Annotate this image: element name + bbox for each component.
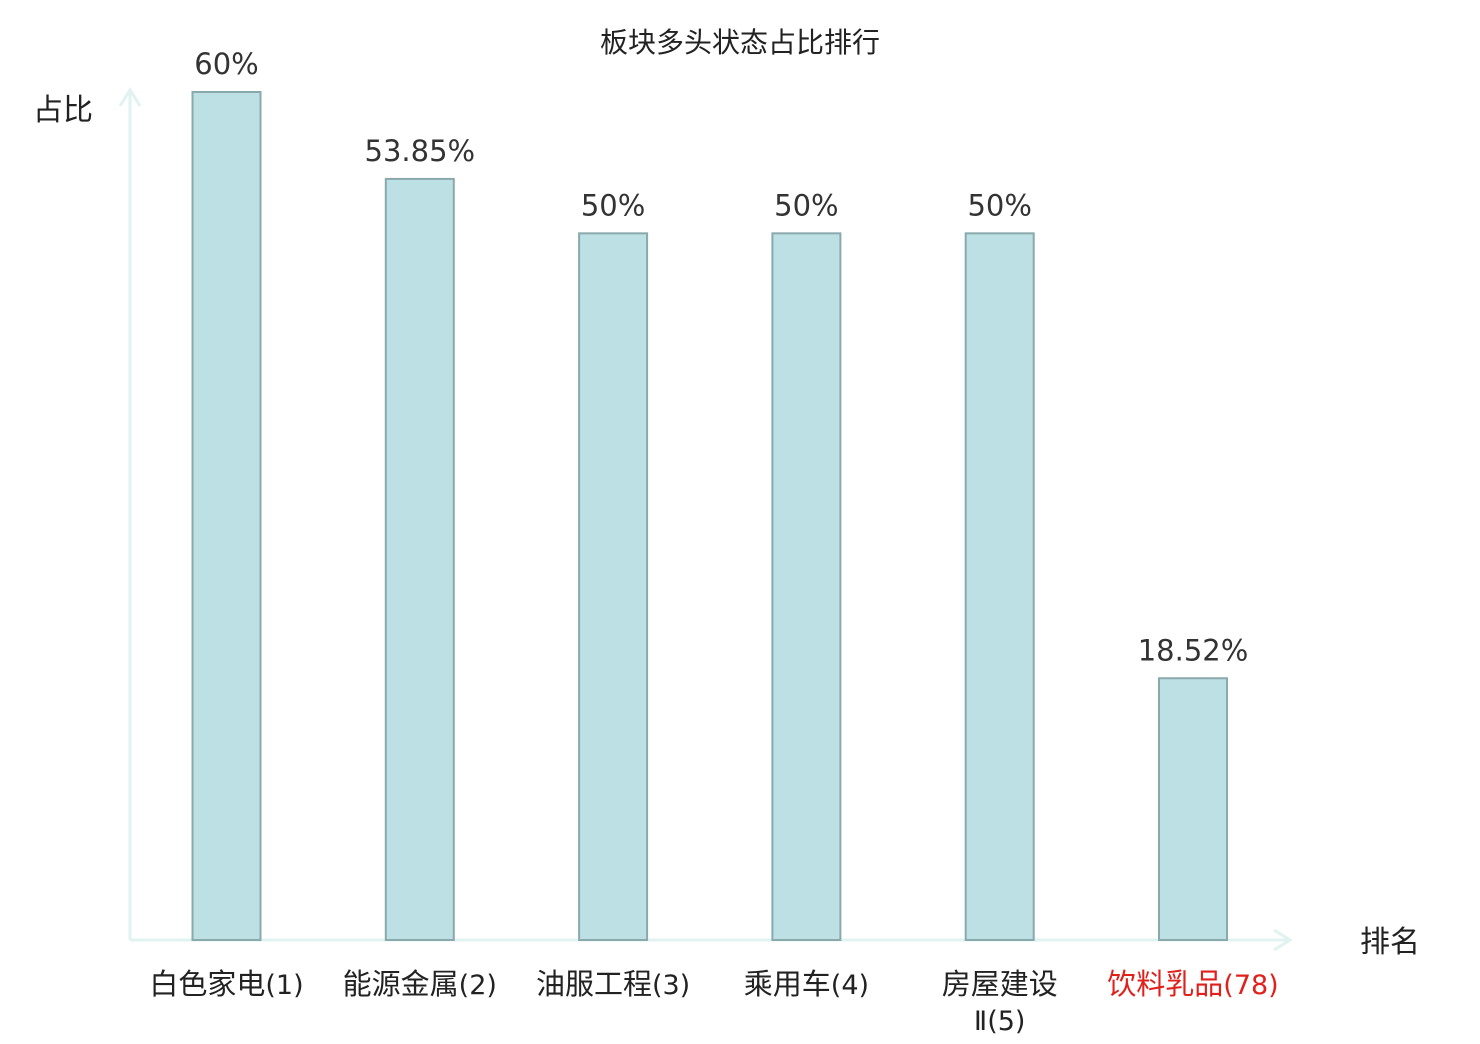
category-label-2: 油服工程(3) [536, 967, 690, 1001]
value-label-3: 50% [774, 188, 838, 222]
chart-title: 板块多头状态占比排行 [600, 26, 880, 59]
bars-group [191, 91, 1228, 942]
y-axis-arrow [118, 87, 142, 107]
value-labels-group: 60% 53.85% 50% 50% 50% 18.52% [194, 47, 1248, 667]
x-axis-label: 排名 [1360, 925, 1420, 960]
value-label-4: 50% [967, 188, 1031, 222]
bar-3 [771, 232, 842, 942]
category-name-0: 白色家电 [149, 967, 265, 1001]
bar-5 [1158, 677, 1228, 941]
category-rank-2: (3) [652, 970, 690, 1001]
category-label-0: 白色家电(1) [149, 967, 303, 1001]
category-name-1: 能源金属 [343, 967, 459, 1001]
category-name-2: 油服工程 [536, 967, 652, 1001]
category-rank-3: (4) [831, 970, 869, 1001]
bar-4 [964, 232, 1035, 942]
category-rank-5: (78) [1223, 970, 1278, 1001]
category-name-4: 房屋建设 [942, 967, 1058, 1001]
category-name-line2-4: Ⅱ [974, 1006, 987, 1037]
value-label-2: 50% [581, 188, 645, 222]
category-label-3: 乘用车(4) [744, 967, 869, 1001]
category-labels-group: 白色家电(1) 能源金属(2) 油服工程(3) 乘用车(4) 房屋建设 Ⅱ(5)饮料乳品(… [149, 967, 1278, 1037]
value-label-0: 60% [194, 47, 258, 81]
category-rank-1: (2) [459, 970, 497, 1001]
x-axis-arrow [1273, 928, 1293, 952]
value-label-1: 53.85% [365, 134, 476, 168]
category-label-1: 能源金属(2) [343, 967, 497, 1001]
axes [118, 87, 1293, 952]
bar-2 [578, 232, 649, 942]
category-name-5: 饮料乳品 [1107, 967, 1223, 1001]
category-label-4: 房屋建设 Ⅱ(5) [942, 967, 1058, 1037]
bar-1 [384, 177, 455, 942]
value-label-5: 18.52% [1138, 633, 1249, 667]
y-axis-label: 占比 [33, 93, 93, 128]
category-rank-4: (5) [987, 1006, 1025, 1037]
category-rank-0: (1) [265, 970, 303, 1001]
category-name-3: 乘用车 [744, 967, 831, 1001]
category-label-5: 饮料乳品(78) [1107, 967, 1278, 1001]
bar-0 [191, 91, 262, 941]
